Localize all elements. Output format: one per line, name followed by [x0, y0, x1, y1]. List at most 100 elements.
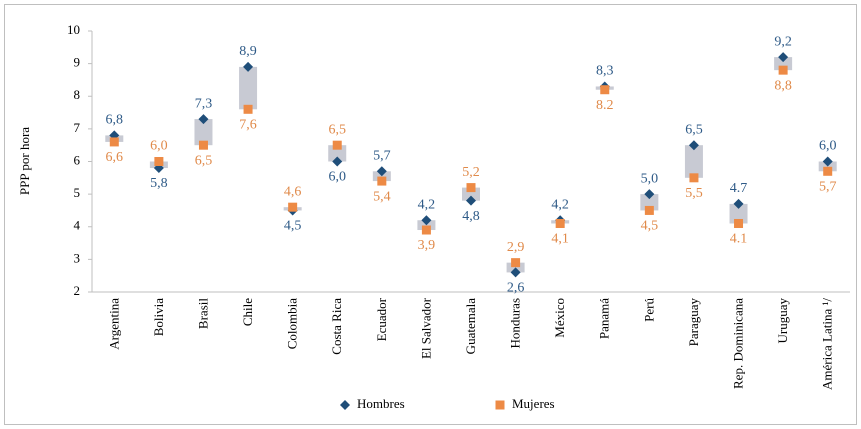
marker-square — [109, 137, 119, 147]
value-label: 4,2 — [418, 197, 436, 212]
x-tick-label: Colombia — [285, 298, 300, 350]
y-tick-label: 8 — [74, 87, 81, 102]
value-label: 4,6 — [284, 184, 302, 199]
marker-diamond — [332, 156, 343, 167]
value-label: 8,8 — [774, 78, 792, 93]
marker-square — [734, 218, 744, 228]
value-label: 4,1 — [551, 232, 569, 247]
value-label: 6,0 — [328, 170, 346, 185]
x-tick-label: Bolivia — [151, 298, 166, 337]
y-tick-label: 2 — [74, 283, 81, 298]
x-tick-label: Perú — [641, 298, 656, 322]
value-label: 6,5 — [195, 153, 213, 168]
value-label: 9,2 — [774, 34, 792, 49]
y-tick-label: 5 — [74, 185, 81, 200]
y-tick-label: 9 — [74, 55, 81, 70]
range-bar — [684, 145, 703, 178]
y-tick-label: 3 — [74, 250, 81, 265]
y-tick-label: 7 — [74, 120, 81, 135]
x-tick-label: Uruguay — [775, 298, 790, 344]
marker-diamond — [510, 267, 521, 278]
marker-square — [288, 202, 298, 212]
value-label: 5,7 — [373, 149, 391, 164]
value-label: 6,5 — [328, 122, 346, 137]
marker-square — [154, 157, 164, 166]
marker-square — [689, 173, 699, 183]
marker-diamond — [376, 166, 387, 177]
value-label: 5,4 — [373, 189, 391, 204]
range-bar — [239, 66, 258, 110]
x-tick-label: Panamá — [597, 298, 612, 339]
value-label: 4,8 — [462, 209, 480, 224]
value-label: 4,5 — [284, 219, 302, 234]
value-label: 6,6 — [106, 150, 124, 165]
value-label: 5,8 — [150, 176, 168, 191]
value-label: 8.2 — [596, 98, 614, 113]
legend-marker — [340, 400, 350, 410]
legend-label: Hombres — [357, 396, 405, 411]
value-label: 8,3 — [596, 64, 614, 79]
value-label: 6,0 — [819, 139, 837, 154]
y-tick-label: 4 — [74, 218, 81, 233]
chart-frame — [4, 4, 857, 425]
x-tick-label: Costa Rica — [329, 298, 344, 355]
marker-square — [421, 225, 431, 235]
marker-square — [377, 176, 387, 186]
marker-diamond — [733, 198, 744, 209]
marker-square — [644, 205, 654, 215]
value-label: 6,8 — [106, 113, 124, 128]
marker-square — [823, 166, 833, 176]
legend-label: Mujeres — [512, 396, 555, 411]
range-bar — [729, 203, 748, 224]
marker-diamond — [822, 156, 833, 167]
marker-square — [778, 65, 788, 75]
value-label: 7,6 — [239, 118, 257, 133]
value-label: 2,9 — [507, 240, 525, 255]
value-label: 5,7 — [819, 180, 837, 195]
value-label: 3,9 — [418, 238, 436, 253]
range-bar — [194, 119, 213, 146]
x-tick-label: El Salvador — [418, 297, 433, 359]
x-tick-label: Guatemala — [463, 298, 478, 355]
value-label: 4,5 — [641, 219, 659, 234]
marker-square — [243, 104, 253, 114]
x-tick-label: México — [552, 298, 567, 338]
marker-square — [466, 183, 476, 193]
value-label: 4.7 — [730, 181, 748, 196]
x-tick-label: Paraguay — [686, 298, 701, 347]
value-label: 5,5 — [685, 186, 703, 201]
marker-square — [198, 140, 208, 150]
legend-marker — [495, 400, 505, 410]
x-tick-label: Argentina — [106, 298, 121, 350]
marker-diamond — [421, 215, 432, 226]
x-tick-label: Rep. Dominicana — [731, 298, 746, 389]
x-tick-label: Ecuador — [374, 297, 389, 341]
value-label: 4.1 — [730, 232, 748, 247]
value-label: 6,0 — [150, 139, 168, 154]
x-tick-label: Brasil — [195, 298, 210, 329]
value-label: 5,2 — [462, 165, 480, 180]
marker-square — [511, 258, 521, 268]
marker-diamond — [778, 52, 789, 63]
y-tick-label: 10 — [67, 22, 80, 37]
marker-square — [600, 85, 610, 95]
value-label: 8,9 — [239, 44, 257, 59]
value-label: 5,0 — [641, 171, 659, 186]
marker-diamond — [644, 189, 655, 200]
value-label: 7,3 — [195, 96, 213, 111]
x-tick-label: América Latina ¹/ — [820, 298, 835, 390]
y-axis-label: PPP por hora — [17, 127, 32, 195]
x-tick-label: Honduras — [508, 298, 523, 349]
x-tick-label: Chile — [240, 298, 255, 326]
marker-diamond — [688, 140, 699, 151]
marker-square — [332, 140, 342, 150]
value-label: 2,6 — [507, 281, 525, 296]
value-label: 4,2 — [551, 197, 569, 212]
marker-diamond — [198, 114, 209, 125]
marker-square — [555, 218, 565, 228]
marker-diamond — [466, 195, 476, 206]
value-label: 6,5 — [685, 122, 703, 137]
y-tick-label: 6 — [74, 152, 81, 167]
